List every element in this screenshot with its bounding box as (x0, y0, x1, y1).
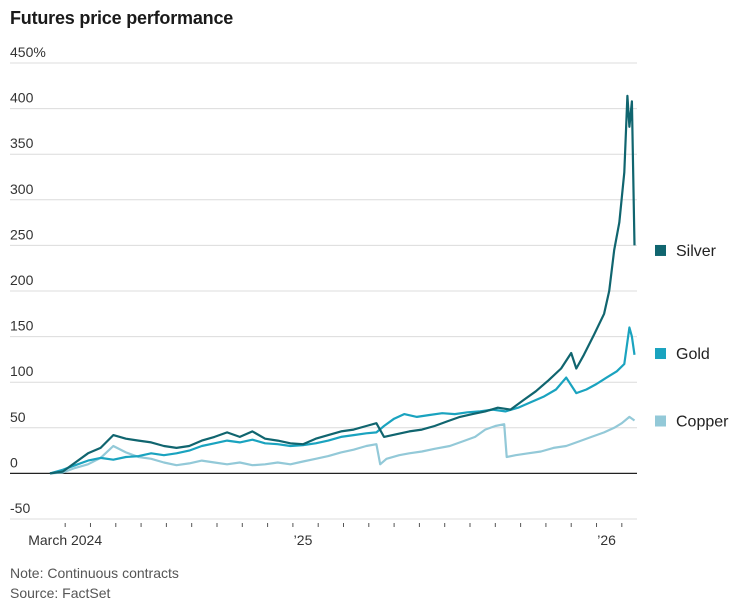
legend-swatch-silver (655, 244, 666, 256)
y-tick-label: 450% (10, 44, 46, 60)
y-axis-tick-labels: 450% 400 350 300 250 200 150 100 50 0 -50 (10, 44, 46, 516)
series-line-gold (49, 326, 636, 475)
y-tick-label: 400 (10, 90, 34, 106)
y-tick-label: 100 (10, 363, 34, 379)
y-tick-label: 300 (10, 181, 34, 197)
chart-title: Futures price performance (10, 8, 234, 28)
legend-label-copper: Copper (676, 414, 729, 431)
y-tick-label: 200 (10, 272, 34, 288)
series-line-silver (49, 94, 636, 475)
x-tick-label: March 2024 (28, 532, 102, 548)
y-tick-label: -50 (10, 500, 30, 516)
y-tick-label: 0 (10, 454, 18, 470)
legend-label-silver: Silver (676, 243, 717, 260)
legend-swatch-copper (655, 415, 666, 427)
x-tick-label: ’26 (597, 532, 616, 548)
legend-label-gold: Gold (676, 346, 710, 363)
x-axis: March 2024 ’25 ’26 (28, 523, 623, 548)
y-tick-label: 50 (10, 409, 26, 425)
series-line-copper (49, 415, 636, 475)
y-tick-label: 250 (10, 226, 34, 242)
y-tick-label: 350 (10, 135, 34, 151)
x-tick-label: ’25 (294, 532, 313, 548)
series-lines (49, 94, 636, 475)
gridlines (10, 62, 637, 520)
legend-swatch-gold (655, 348, 666, 360)
source-text: Source: FactSet (10, 585, 111, 601)
note-text: Note: Continuous contracts (10, 565, 179, 581)
legend: Silver Gold Copper (655, 243, 729, 431)
y-tick-label: 150 (10, 318, 34, 334)
